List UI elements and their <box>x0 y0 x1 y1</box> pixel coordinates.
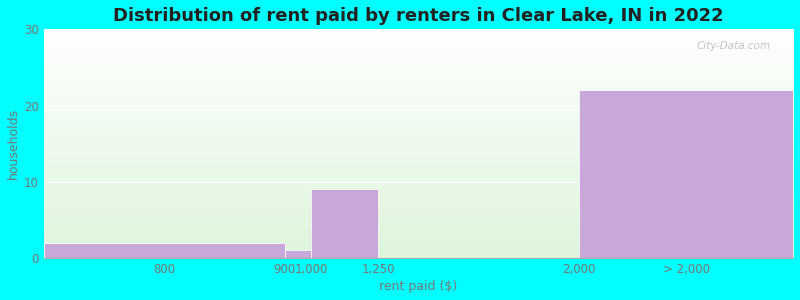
Bar <box>285 250 311 258</box>
Y-axis label: households: households <box>7 108 20 179</box>
Bar <box>579 90 793 258</box>
Title: Distribution of rent paid by renters in Clear Lake, IN in 2022: Distribution of rent paid by renters in … <box>113 7 724 25</box>
X-axis label: rent paid ($): rent paid ($) <box>379 280 458 293</box>
Text: City-Data.com: City-Data.com <box>697 41 770 51</box>
Bar <box>311 189 378 258</box>
Bar <box>44 243 285 258</box>
